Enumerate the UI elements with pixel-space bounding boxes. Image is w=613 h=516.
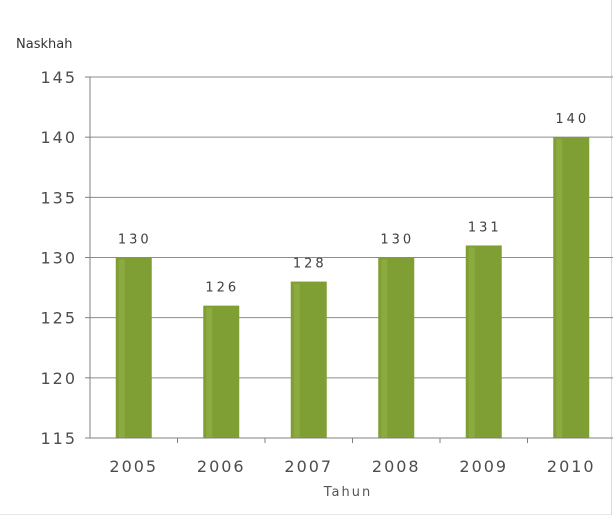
- y-tick-label: 140: [40, 128, 77, 147]
- y-tick-label: 125: [40, 309, 77, 328]
- bar: [378, 257, 415, 438]
- y-tick-label: 145: [40, 68, 77, 87]
- data-label: 128: [293, 257, 327, 272]
- bar-highlight: [293, 283, 300, 438]
- data-label: 130: [118, 233, 152, 248]
- bar-highlight: [556, 139, 563, 438]
- y-axis-ticks: 115 120 125 130 135 140 145: [40, 68, 90, 448]
- y-tick-label: 135: [40, 188, 77, 207]
- x-tick-label: 2007: [284, 457, 333, 476]
- gridlines: [90, 76, 613, 379]
- y-tick-label: 120: [40, 369, 77, 388]
- bar: [553, 137, 590, 438]
- data-label: 140: [555, 112, 589, 127]
- bar: [465, 245, 502, 438]
- data-label: 130: [380, 233, 414, 248]
- x-axis-title: Tahun: [323, 485, 372, 500]
- bar: [290, 281, 327, 438]
- bars: [115, 137, 590, 438]
- data-label: 126: [205, 281, 239, 296]
- bar-highlight: [381, 259, 388, 438]
- data-labels: 130 126 128 130 131 140: [118, 112, 589, 296]
- bar-highlight: [206, 307, 213, 438]
- x-axis: 2005 2006 2007 2008 2009 2010: [89, 77, 613, 476]
- x-tick-label: 2010: [547, 457, 596, 476]
- x-tick-label: 2008: [372, 457, 421, 476]
- bar-highlight: [118, 259, 125, 438]
- x-tick-label: 2005: [109, 457, 158, 476]
- y-tick-label: 130: [40, 249, 77, 268]
- bar-highlight: [468, 247, 475, 438]
- y-tick-label: 115: [40, 429, 77, 448]
- x-tick-label: 2009: [459, 457, 508, 476]
- data-label: 131: [468, 220, 502, 235]
- bar: [115, 257, 152, 438]
- x-tick-label: 2006: [197, 457, 246, 476]
- bar: [203, 305, 240, 438]
- y-axis-title: Naskhah: [16, 37, 72, 52]
